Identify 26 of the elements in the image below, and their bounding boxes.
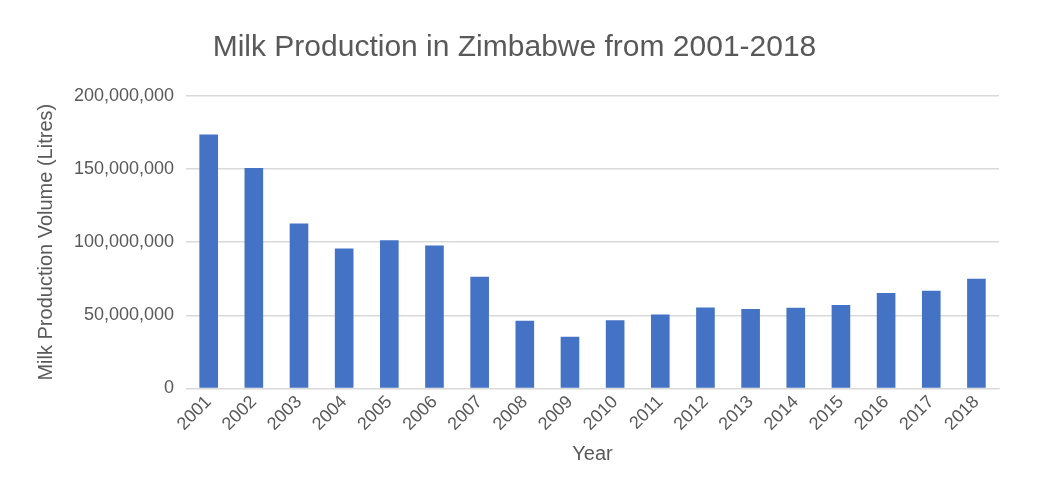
- y-tick-label: 0: [164, 377, 175, 398]
- bar: [741, 309, 760, 388]
- bar: [921, 290, 941, 388]
- bar: [650, 314, 670, 388]
- y-tick-label: 50,000,000: [84, 304, 175, 325]
- bar: [380, 240, 399, 388]
- bar: [605, 320, 625, 388]
- bar: [696, 307, 715, 388]
- bar: [199, 134, 218, 388]
- bar: [470, 276, 489, 388]
- bar: [560, 336, 580, 388]
- chart-title: Milk Production in Zimbabwe from 2001-2018: [212, 29, 817, 63]
- bar: [289, 223, 309, 388]
- bar: [786, 307, 806, 388]
- bar: [515, 320, 535, 388]
- x-axis-title: Year: [572, 441, 614, 464]
- bar: [831, 304, 851, 388]
- y-tick-label: 100,000,000: [73, 231, 175, 252]
- bar: [334, 248, 354, 388]
- bar: [425, 245, 444, 388]
- y-tick-label: 150,000,000: [73, 158, 175, 179]
- bar: [876, 293, 896, 388]
- bar: [967, 278, 986, 388]
- y-tick-label: 200,000,000: [73, 84, 175, 105]
- bar: [244, 167, 264, 388]
- y-axis-title: Milk Production Volume (Litres): [33, 103, 56, 381]
